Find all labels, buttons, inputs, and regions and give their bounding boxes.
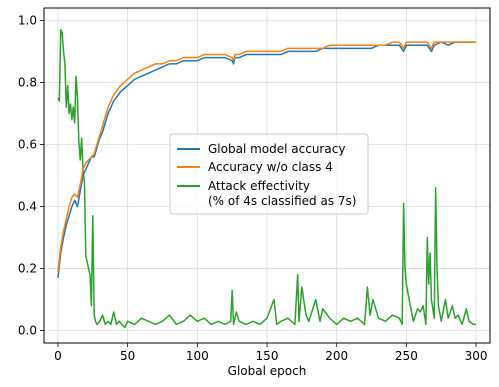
- series-line-0: [57, 41, 477, 278]
- x-tick-label: 150: [256, 349, 279, 363]
- y-tick-label: 1.0: [18, 13, 37, 27]
- x-tick-label: 0: [54, 349, 62, 363]
- y-tick-label: 0.6: [18, 137, 37, 151]
- legend-label-1: Accuracy w/o class 4: [208, 160, 333, 174]
- y-tick-label: 0.0: [18, 324, 37, 338]
- x-axis-label: Global epoch: [228, 364, 307, 378]
- x-tick-label: 300: [465, 349, 488, 363]
- y-tick-label: 0.4: [18, 200, 37, 214]
- x-tick-label: 200: [325, 349, 348, 363]
- legend-label-2: Attack effectivity (% of 4s classified as…: [208, 179, 356, 208]
- series-layer: [57, 28, 477, 329]
- x-tick-label: 100: [186, 349, 209, 363]
- y-tick-label: 0.8: [18, 75, 37, 89]
- legend: Global model accuracy Accuracy w/o class …: [169, 133, 369, 215]
- x-axis-ticks: 0 50 100 150 200 250 300: [54, 343, 488, 363]
- y-axis-ticks: 0.0 0.2 0.4 0.6 0.8 1.0: [18, 13, 44, 338]
- legend-label-0: Global model accuracy: [208, 142, 345, 156]
- series-line-1: [57, 41, 477, 272]
- y-tick-label: 0.2: [18, 262, 37, 276]
- series-line-2: [57, 28, 477, 329]
- x-tick-label: 250: [395, 349, 418, 363]
- legend-box: [169, 133, 369, 215]
- x-tick-label: 50: [120, 349, 135, 363]
